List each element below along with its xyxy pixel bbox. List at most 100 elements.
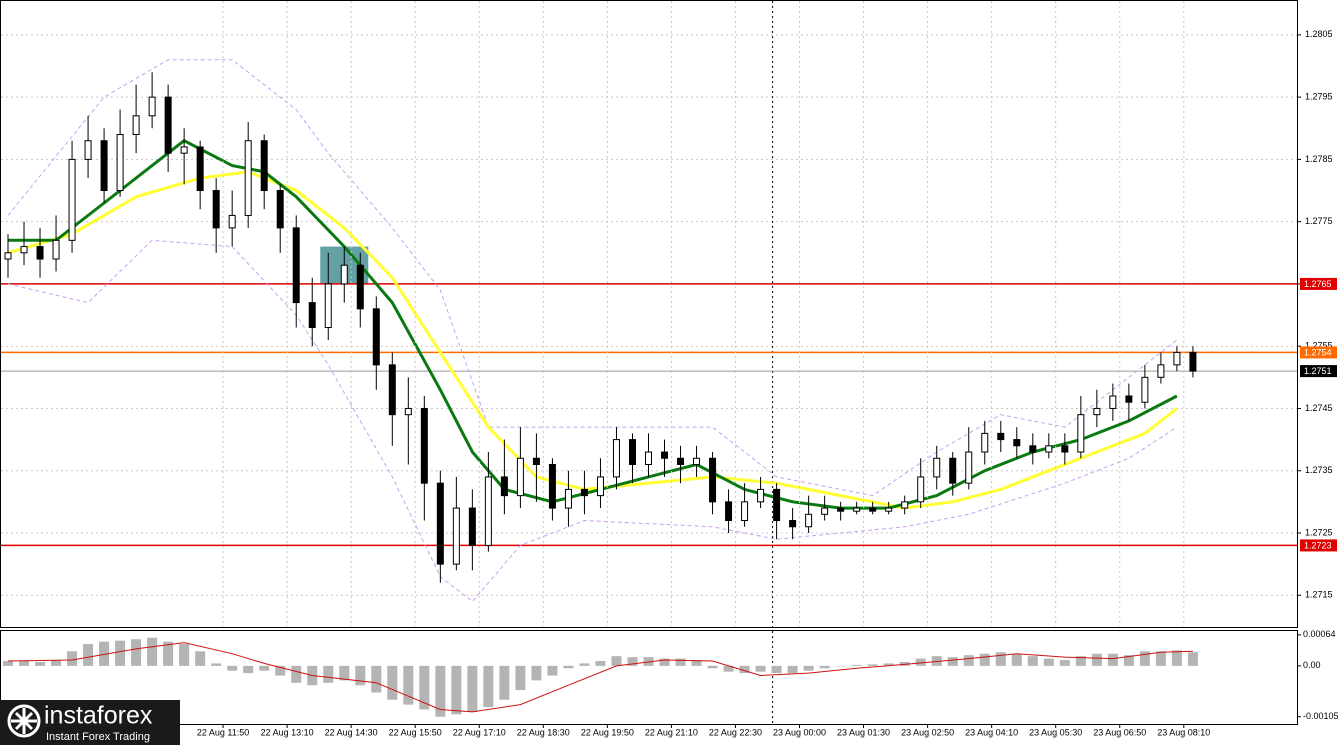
macd-bar (339, 665, 350, 681)
candle-body (837, 507, 845, 512)
level-tag (1300, 277, 1337, 290)
macd-bar (755, 665, 766, 672)
candle-body (164, 96, 172, 154)
macd-bar (323, 665, 334, 683)
x-tick-label: 23 Aug 02:50 (901, 727, 954, 737)
macd-bar (995, 652, 1006, 666)
y-tick-label: 1.2795 (1305, 92, 1333, 102)
macd-bar (1123, 655, 1134, 666)
candle-body (1029, 445, 1037, 453)
y-tick-label: 0.00064 (1303, 629, 1336, 639)
candle-body (388, 364, 396, 416)
candle-body (997, 432, 1005, 441)
macd-bar (691, 660, 702, 666)
x-tick-label: 23 Aug 04:10 (965, 727, 1018, 737)
x-tick-label: 22 Aug 18:30 (517, 727, 570, 737)
candle-body (340, 264, 348, 285)
candle-body (52, 239, 60, 260)
x-tick-label: 23 Aug 00:00 (773, 727, 826, 737)
candle-body (677, 457, 685, 465)
y-tick-label: 1.2715 (1305, 590, 1333, 600)
x-tick-label: 22 Aug 13:10 (261, 727, 314, 737)
candle-body (100, 140, 108, 192)
macd-bar (243, 665, 254, 674)
logo-tagline: Instant Forex Trading (46, 731, 150, 743)
macd-bar (915, 658, 926, 666)
candle-body (468, 507, 476, 546)
macd-bar (387, 665, 398, 700)
candle-body (1157, 364, 1165, 378)
candle-body (885, 507, 893, 512)
candle-body (580, 488, 588, 497)
candle-body (981, 432, 989, 453)
macd-bar (195, 651, 206, 666)
x-tick-label: 22 Aug 21:10 (645, 727, 698, 737)
macd-bar (1027, 656, 1038, 666)
macd-bar (1139, 651, 1150, 666)
macd-bar (835, 665, 846, 667)
macd-bar (403, 665, 414, 705)
candle-body (212, 190, 220, 229)
level-label: 1.2723 (1304, 540, 1332, 550)
candle-body (292, 227, 300, 304)
macd-bar (867, 664, 878, 666)
candle-body (500, 476, 508, 497)
macd-bar (499, 665, 510, 700)
x-tick-label: 23 Aug 01:30 (837, 727, 890, 737)
macd-bar (771, 665, 782, 674)
band-line (7, 59, 1178, 497)
macd-bar (35, 661, 46, 666)
candle-body (276, 190, 284, 229)
candle-body (324, 283, 332, 329)
candle-body (661, 451, 669, 459)
candle-body (901, 501, 909, 509)
candle-body (20, 246, 28, 254)
macd-bar (979, 653, 990, 666)
macd-bar (179, 644, 190, 666)
candle-body (645, 451, 652, 465)
candle-body (757, 488, 765, 503)
candle-body (196, 146, 204, 192)
candle-body (1189, 351, 1197, 372)
macd-bar (579, 663, 590, 666)
level-tag (1300, 346, 1337, 359)
macd-bar (947, 657, 958, 666)
macd-bar (547, 665, 558, 676)
macd-bar (531, 665, 542, 681)
candle-body (4, 252, 12, 260)
macd-bar (275, 665, 286, 676)
candle-body (965, 451, 973, 484)
logo-icon (11, 708, 37, 734)
macd-bar (259, 665, 270, 671)
macd-bar (99, 641, 110, 666)
candle-body (612, 439, 620, 478)
macd-bar (739, 665, 750, 674)
candle-body (132, 115, 140, 135)
x-tick-label: 22 Aug 11:50 (197, 727, 249, 737)
y-tick-label: 1.2755 (1305, 341, 1333, 351)
macd-bar (1011, 653, 1022, 666)
y-tick-label: 1.2775 (1305, 216, 1333, 226)
candle-body (821, 507, 829, 515)
logo-name: instaforex (44, 702, 153, 730)
macd-bar (563, 665, 574, 669)
candle-body (773, 488, 781, 522)
macd-bar (435, 665, 446, 717)
x-tick-label: 23 Aug 08:10 (1157, 727, 1210, 737)
candle-body (789, 520, 797, 528)
candle-body (725, 501, 733, 522)
candle-body (917, 476, 925, 503)
x-tick-label: 22 Aug 15:50 (389, 727, 442, 737)
y-tick-label: 1.2745 (1305, 403, 1333, 413)
candle-body (116, 133, 124, 192)
macd-bar (851, 664, 862, 666)
level-label: 1.2751 (1304, 366, 1332, 376)
candle-body (532, 457, 540, 465)
candle-body (260, 140, 268, 192)
signal-line (7, 642, 1193, 713)
macd-bar (595, 661, 606, 666)
candle-body (1061, 445, 1069, 453)
macd-bar (803, 665, 814, 671)
candle-body (420, 407, 428, 484)
